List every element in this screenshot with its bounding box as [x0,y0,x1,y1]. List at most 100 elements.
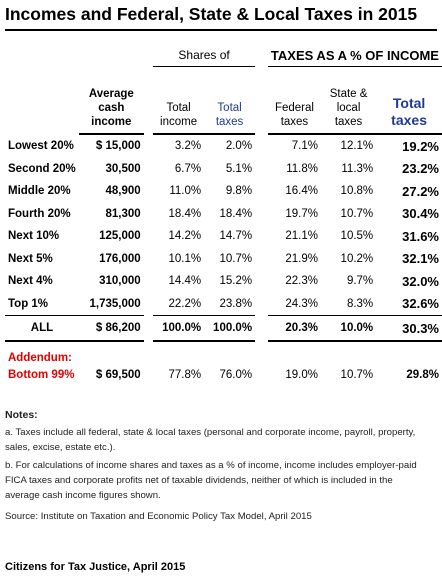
spacer [255,270,268,293]
spacer [255,248,268,271]
table-row: Second 20% 30,500 6.7% 5.1% 11.8% 11.3% 23.2% [5,158,442,181]
spacer [255,293,268,316]
notes-heading: Notes: [5,409,38,421]
cell: $ 69,500 [95,369,141,382]
tax-table: Shares of TAXES AS A % OF INCOME Average… [5,44,442,387]
note: a. Taxes include all federal, state & lo… [5,427,416,453]
cell: 21.1% [285,230,318,243]
spacer [144,158,153,181]
spacer [255,180,268,203]
cell: 125,000 [99,230,141,243]
cell: 10.5% [340,230,374,243]
spacer [144,134,153,158]
table-row: Fourth 20% 81,300 18.4% 18.4% 19.7% 10.7% 30.4… [5,203,442,226]
cell: 6.7% [174,162,202,175]
cell: 310,000 [99,275,141,288]
cell: 30,500 [105,162,141,175]
cell: 12.1% [340,140,374,153]
cell: 100.0% [153,315,205,342]
row-label: ALL [5,315,79,342]
spacer [255,316,268,342]
cell: 14.2% [168,230,202,243]
cell: 18.4% [168,207,202,220]
spacer [144,293,153,316]
cell: 100.0% [204,315,256,342]
spacer [144,248,153,271]
spacer [255,134,268,158]
table-row: ALL $ 86,200 100.0% 100.0% 20.3% 10.0% 30.3% [5,315,442,342]
cell: 5.1% [225,162,253,175]
column-header: Average cash income [78,66,144,135]
row-label: Top 1% [8,297,49,310]
addendum-label: Addendum: [8,352,72,364]
title: Incomes and Federal, State & Local Taxes… [5,4,437,31]
table-row: Top 1% 1,735,000 22.2% 23.8% 24.3% 8.3% 32.6% [5,293,442,316]
column-header-row: Average cash income Total income Total t… [5,66,442,135]
column-header: Total taxes [376,66,442,135]
cell: 10.8% [340,185,374,198]
source: Source: Institute on Taxation and Econom… [5,511,312,522]
group-header: Shares of [153,44,256,67]
cell: 23.8% [219,297,253,310]
notes: Notes: a. Taxes include all federal, sta… [5,408,429,527]
cell: 81,300 [105,207,141,220]
cell: 9.8% [225,185,253,198]
cell: 10.7% [340,207,374,220]
spacer [144,225,153,248]
cell: 23.2% [402,161,439,177]
cell: 24.3% [285,297,318,310]
cell: 3.2% [174,140,202,153]
row-label: Next 4% [8,275,53,288]
cell: 9.7% [346,275,374,288]
cell: 16.4% [285,185,318,198]
cell: 22.2% [168,297,202,310]
cell: 14.4% [168,275,202,288]
spacer [144,203,153,226]
row-label: Next 5% [8,252,53,265]
note: b. For calculations of income shares and… [5,460,417,501]
cell: $ 15,000 [95,140,141,153]
cell: 15.2% [219,275,253,288]
spacer [144,316,153,342]
cell: 7.1% [291,140,318,153]
row-label: Second 20% [8,162,76,175]
cell: 76.0% [219,369,253,382]
cell: 29.8% [406,369,439,382]
row-label: Fourth 20% [8,207,71,220]
row-label: Next 10% [8,230,60,243]
cell: 30.4% [402,206,439,222]
cell: 27.2% [402,183,439,199]
spacer [255,158,268,181]
column-header: State & local taxes [320,66,377,135]
cell: $ 86,200 [78,315,144,342]
cell: 10.7% [340,369,374,382]
cell: 176,000 [99,252,141,265]
cell: 77.8% [168,369,202,382]
cell: 11.8% [286,162,318,175]
cell: 20.3% [267,315,321,342]
row-label: Bottom 99% [8,369,75,382]
spacer [144,180,153,203]
cell: 30.3% [376,315,442,342]
row-label: Middle 20% [8,185,71,198]
cell: 32.1% [402,251,439,267]
spacer [144,364,153,387]
cell: 14.7% [219,230,253,243]
cell: 19.2% [402,138,439,154]
cell: 10.1% [168,252,202,265]
cell: 32.0% [402,273,439,289]
group-header: TAXES AS A % OF INCOME [267,44,442,67]
row-label: Lowest 20% [8,139,74,152]
table-row: Next 5% 176,000 10.1% 10.7% 21.9% 10.2% 32.1% [5,248,442,271]
spacer [144,270,153,293]
spacer [255,203,268,226]
cell: 8.3% [346,297,374,310]
cell: 19.0% [285,369,318,382]
cell: 21.9% [285,252,318,265]
table-row: Bottom 99% $ 69,500 77.8% 76.0% 19.0% 10.7% 29… [5,364,442,387]
cell: 48,900 [105,185,141,198]
table-row: Next 10% 125,000 14.2% 14.7% 21.1% 10.5% 31.6% [5,225,442,248]
spacer [255,364,268,387]
table-row: Middle 20% 48,900 11.0% 9.8% 16.4% 10.8% 27.2% [5,180,442,203]
